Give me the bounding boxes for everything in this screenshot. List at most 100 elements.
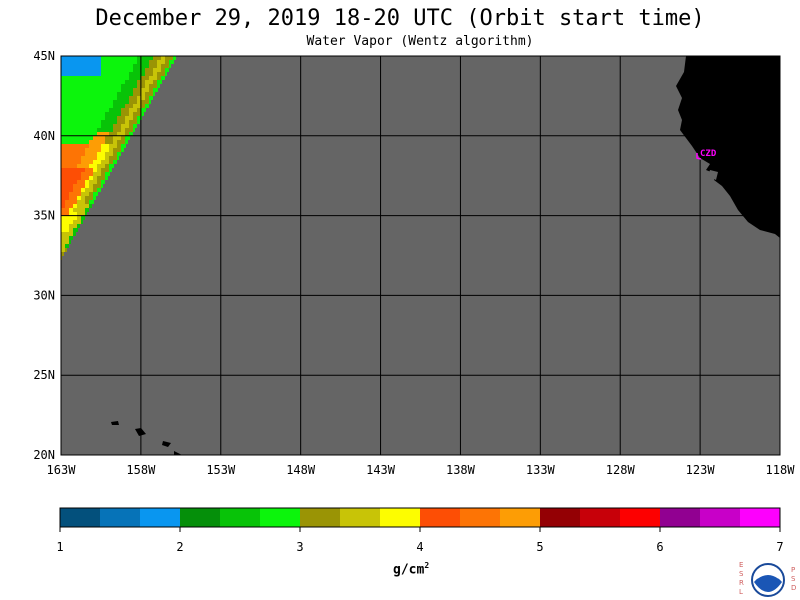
vapor-cell <box>93 84 97 88</box>
vapor-cell <box>61 60 65 64</box>
vapor-cell <box>73 120 77 124</box>
vapor-cell <box>93 76 97 80</box>
vapor-cell <box>105 140 109 144</box>
colorbar-swatch <box>60 508 101 527</box>
vapor-cell <box>97 160 101 164</box>
vapor-cell <box>101 108 105 112</box>
vapor-cell <box>65 76 69 80</box>
vapor-cell <box>93 88 97 92</box>
vapor-cell <box>149 92 153 96</box>
vapor-cell <box>85 200 89 204</box>
vapor-cell <box>173 56 176 60</box>
colorbar-swatch <box>420 508 461 527</box>
vapor-cell <box>73 76 77 80</box>
vapor-cell <box>65 108 69 112</box>
vapor-cell <box>85 100 89 104</box>
vapor-cell <box>93 168 97 172</box>
vapor-cell <box>113 152 117 156</box>
vapor-cell <box>109 112 113 116</box>
vapor-cell <box>137 92 141 96</box>
vapor-cell <box>117 56 121 60</box>
graticule <box>61 56 780 455</box>
vapor-cell <box>89 192 93 196</box>
vapor-cell <box>129 84 133 88</box>
vapor-cell <box>81 108 85 112</box>
vapor-cell <box>161 60 165 64</box>
vapor-cell <box>129 80 133 84</box>
vapor-cell <box>81 56 85 60</box>
vapor-cell <box>81 216 85 220</box>
vapor-cell <box>125 100 129 104</box>
vapor-cell <box>137 112 141 116</box>
vapor-cell <box>101 148 105 152</box>
vapor-cell <box>137 64 141 68</box>
vapor-cell <box>101 64 105 68</box>
colorbar-tick-label: 1 <box>56 540 63 554</box>
vapor-cell <box>65 244 69 248</box>
vapor-cell <box>73 72 77 76</box>
colorbar-tick-label: 5 <box>536 540 543 554</box>
vapor-cell <box>109 168 112 172</box>
vapor-cell <box>161 56 165 60</box>
vapor-cell <box>81 188 85 192</box>
vapor-cell <box>129 100 133 104</box>
vapor-cell <box>61 128 65 132</box>
vapor-cell <box>81 88 85 92</box>
vapor-cell <box>173 60 174 64</box>
vapor-cell <box>121 92 125 96</box>
vapor-cell <box>105 156 109 160</box>
vapor-cell <box>153 60 157 64</box>
vapor-cell <box>61 148 65 152</box>
vapor-cell <box>133 104 137 108</box>
vapor-cell <box>73 232 76 236</box>
land-mass <box>111 56 780 455</box>
vapor-cell <box>101 88 105 92</box>
station-marker-icon <box>696 153 702 160</box>
vapor-cell <box>73 156 77 160</box>
california-coast <box>676 56 780 238</box>
vapor-cell <box>89 72 93 76</box>
vapor-cell <box>89 60 93 64</box>
vapor-cell <box>93 100 97 104</box>
vapor-cell <box>81 64 85 68</box>
vapor-cell <box>73 204 77 208</box>
vapor-cell <box>117 152 121 156</box>
colorbar-swatch <box>260 508 301 527</box>
vapor-cell <box>121 96 125 100</box>
vapor-cell <box>93 184 97 188</box>
vapor-cell <box>77 188 81 192</box>
vapor-cell <box>133 124 137 128</box>
map-plot-area: CZD <box>60 55 781 456</box>
vapor-cell <box>61 172 65 176</box>
vapor-cell <box>77 192 81 196</box>
vapor-cell <box>149 68 153 72</box>
vapor-cell <box>61 120 65 124</box>
vapor-cell <box>85 148 89 152</box>
vapor-cell <box>93 128 97 132</box>
vapor-cell <box>65 100 69 104</box>
vapor-cell <box>61 196 65 200</box>
vapor-cell <box>65 204 69 208</box>
vapor-cell <box>93 196 96 200</box>
vapor-cell <box>73 172 77 176</box>
vapor-cell <box>73 96 77 100</box>
vapor-cell <box>81 192 85 196</box>
vapor-cell <box>109 100 113 104</box>
vapor-cell <box>69 184 73 188</box>
vapor-cell <box>93 116 97 120</box>
vapor-cell <box>89 112 93 116</box>
vapor-cell <box>101 112 105 116</box>
vapor-cell <box>117 144 121 148</box>
vapor-cell <box>113 92 117 96</box>
vapor-cell <box>109 136 113 140</box>
vapor-cell <box>73 168 77 172</box>
latitude-labels: 45N 40N 35N 30N 25N 20N <box>33 49 55 462</box>
vapor-cell <box>113 132 117 136</box>
vapor-cell <box>81 76 85 80</box>
vapor-cell <box>121 84 125 88</box>
vapor-cell <box>137 84 141 88</box>
vapor-cell <box>97 180 101 184</box>
vapor-cell <box>113 116 117 120</box>
vapor-cell <box>61 204 65 208</box>
vapor-cell <box>65 140 69 144</box>
